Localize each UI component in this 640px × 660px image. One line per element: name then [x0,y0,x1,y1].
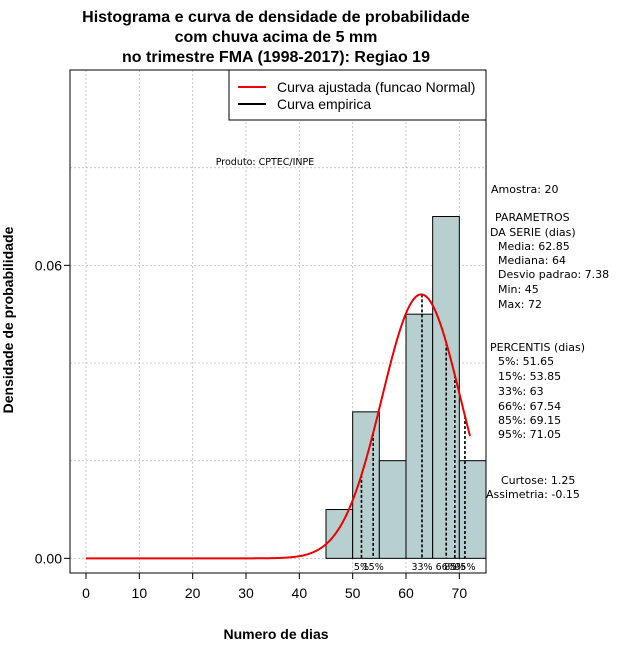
stat-min: Min: 45 [498,283,539,296]
x-tick-label-30: 30 [238,585,254,601]
stat-p15: 15%: 53.85 [498,370,561,383]
x-tick-label-10: 10 [132,585,148,601]
y-axis-ticks: 0.00 0.06 [35,257,70,566]
percentile-label-95%: 95% [454,562,475,573]
stat-desvio: Desvio padrao: 7.38 [498,268,609,281]
x-tick-label-60: 60 [398,585,414,601]
stat-p33: 33%: 63 [498,385,544,398]
stat-p85: 85%: 69.15 [498,414,561,427]
stat-media: Media: 62.85 [498,240,570,253]
histogram-bar-1 [352,411,380,559]
x-tick-label-0: 0 [82,585,90,601]
stat-p5: 5%: 51.65 [498,355,554,368]
x-tick-label-70: 70 [452,585,468,601]
percentile-lines [360,294,466,559]
stat-amostra: Amostra: 20 [491,183,558,196]
percentile-label-33%: 33% [411,562,432,573]
stat-p66: 66%: 67.54 [498,400,561,413]
stat-curtose: Curtose: 1.25 [501,474,575,487]
legend: Curva ajustada (funcao Normal) Curva emp… [228,69,487,121]
stat-p95: 95%: 71.05 [498,428,561,441]
chart-title-line-1: Histograma e curva de densidade de proba… [82,9,470,26]
product-label: Produto: CPTEC/INPE [216,157,315,168]
stat-param-title-2: DA SERIE (dias) [490,226,576,239]
percentile-label-66%: 66% [436,562,457,573]
percentile-labels: 5%15% 33% 66%85%95% [354,562,476,573]
x-tick-label-20: 20 [185,585,201,601]
x-tick-label-50: 50 [345,585,361,601]
histogram-bars [325,216,487,559]
x-tick-label-40: 40 [292,585,308,601]
stat-assimetria: Assimetria: -0.15 [486,488,580,501]
y-axis-label: Densidade de probabilidade [0,226,16,413]
chart-title-line-3: no trimestre FMA (1998-2017): Regiao 19 [122,49,430,66]
normal-curve-line [86,293,471,560]
x-axis-ticks: 0 10 20 30 40 50 60 70 [82,573,467,601]
histogram-bar-3 [405,313,434,559]
legend-box [228,69,487,121]
legend-empirical-label: Curva empirica [277,96,371,112]
y-tick-label-0: 0.00 [35,550,62,566]
legend-normal-label: Curva ajustada (funcao Normal) [277,79,475,95]
stats-panel: Amostra: 20 PARAMETROS DA SERIE (dias) M… [486,183,609,501]
percentile-label-15%: 15% [363,562,384,573]
stat-max: Max: 72 [498,298,542,311]
y-tick-label-1: 0.06 [35,257,62,273]
percentile-label-5%: 5% [354,562,369,573]
percentile-label-85%: 85% [444,562,465,573]
histogram-bar-0 [325,509,354,559]
stat-param-title-1: PARAMETROS [495,211,570,224]
histogram-bar-2 [378,460,407,559]
stat-percentis-title: PERCENTIS (dias) [490,341,585,354]
x-axis-label: Numero de dias [223,626,328,642]
histogram-bar-5 [458,460,487,559]
stat-mediana: Mediana: 64 [498,254,566,267]
chart-title-line-2: com chuva acima de 5 mm [175,29,378,46]
